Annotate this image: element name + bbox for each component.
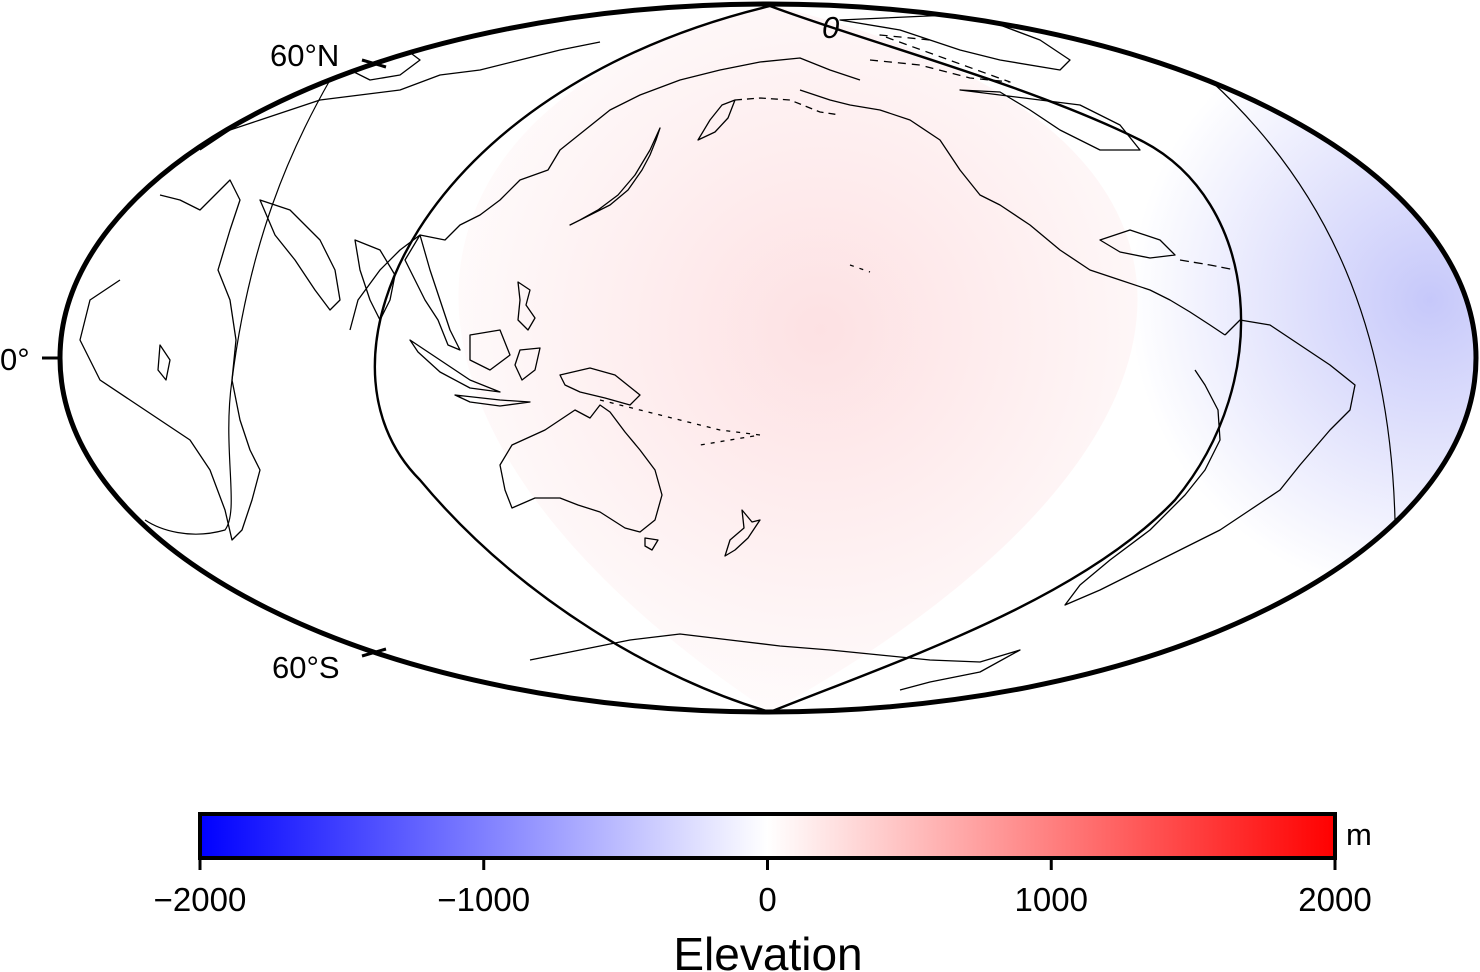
coastlines <box>79 14 1356 691</box>
coastline-antarctica <box>529 633 1021 691</box>
positive-anomaly-region <box>458 5 1138 712</box>
colorbar-tick-label: 2000 <box>1298 881 1371 918</box>
colorbar-tick-label: −2000 <box>154 881 247 918</box>
coastline-india <box>354 239 396 321</box>
colorbar-tick-label: 0 <box>758 881 776 918</box>
zero-contour-pacific <box>373 4 1243 714</box>
contour-label-zero: 0 <box>822 10 839 45</box>
coastline-africa <box>79 179 261 541</box>
coastline-arabia <box>259 199 341 311</box>
coastline-north-america <box>799 89 1226 336</box>
zero-contour-atlantic-east <box>1209 79 1396 521</box>
coastline-madagascar <box>157 344 171 381</box>
coastline-indonesia <box>409 329 541 407</box>
colorbar-gradient <box>198 812 1337 860</box>
coastline-caribbean <box>1179 259 1236 271</box>
coastline-japan <box>569 127 661 226</box>
coastline-new-guinea <box>559 367 641 406</box>
zero-contour <box>144 4 1396 714</box>
coastline-south-america <box>1064 319 1356 606</box>
coastline-indochina <box>404 234 461 351</box>
coastline-europe <box>199 41 601 151</box>
coastline-australia <box>499 404 663 533</box>
coastline-new-zealand <box>724 509 761 557</box>
coastline-tasmania <box>644 537 659 551</box>
colorbar-ticks: −2000 −1000 0 1000 2000 <box>154 858 1372 918</box>
coastline-philippines <box>517 281 536 331</box>
globe <box>42 1 1479 715</box>
coastline-small-islands <box>599 264 871 446</box>
lat-label-60s: 60°S <box>272 650 340 685</box>
coastline-east-asia <box>349 57 861 331</box>
lat-ticks <box>42 58 387 658</box>
colorbar-tick-label: −1000 <box>437 881 530 918</box>
coastline-aleutians <box>734 97 841 116</box>
lat-label-equator: 0° <box>0 342 30 377</box>
colorbar-unit: m <box>1346 817 1372 852</box>
colorbar-tick-label: 1000 <box>1015 881 1088 918</box>
lat-label-60n: 60°N <box>270 38 339 73</box>
coastline-gulf-of-mexico <box>1099 229 1176 259</box>
colorbar-title: Elevation <box>673 928 862 972</box>
zero-contour-atlantic-west <box>144 79 331 535</box>
elevation-field <box>60 4 1476 712</box>
colorbar: −2000 −1000 0 1000 2000 m Elevation <box>154 812 1372 972</box>
